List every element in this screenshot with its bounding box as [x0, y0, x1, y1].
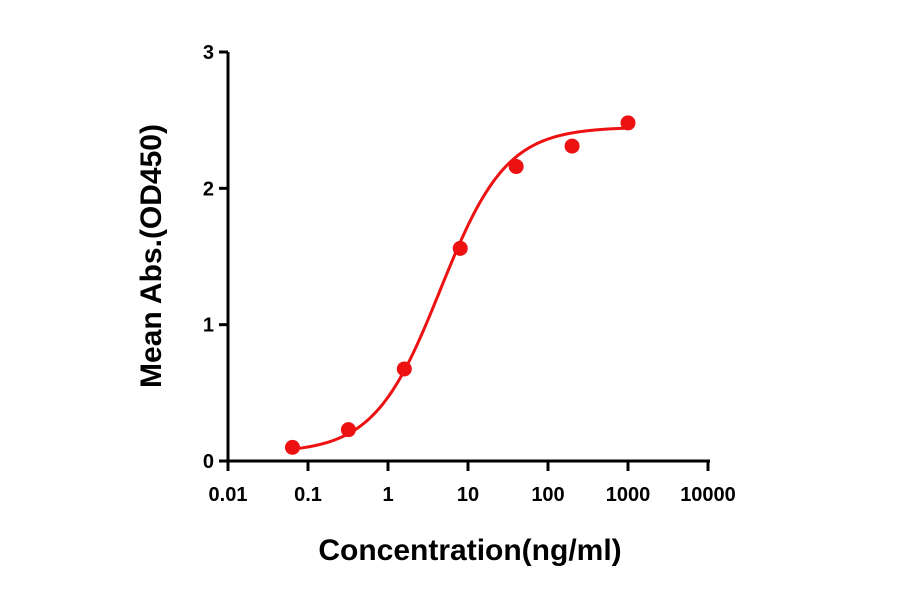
y-tick-label: 0: [203, 451, 214, 473]
x-tick-label: 100: [531, 484, 564, 506]
x-tick-label: 1000: [606, 484, 651, 506]
x-tick-label: 10: [457, 484, 479, 506]
y-tick-label: 1: [203, 315, 214, 337]
data-point: [396, 361, 412, 377]
x-axis-title: Concentration(ng/ml): [318, 534, 621, 567]
data-points: [284, 115, 636, 455]
data-point: [508, 159, 524, 175]
data-point: [340, 422, 356, 438]
data-point: [452, 240, 468, 256]
y-axis-title: Mean Abs.(OD450): [135, 124, 168, 388]
x-tick-label: 0.01: [209, 484, 248, 506]
data-point: [284, 439, 300, 455]
y-tick-label: 3: [203, 42, 214, 64]
x-tick-label: 10000: [680, 484, 736, 506]
x-axis: 0.01 0.1 1 10 100 1000 10000: [209, 459, 736, 506]
data-point: [564, 138, 580, 154]
data-point: [620, 115, 636, 131]
fit-curve: [292, 126, 629, 451]
x-tick-label: 0.1: [294, 484, 322, 506]
y-tick-label: 2: [203, 178, 214, 200]
x-tick-label: 1: [382, 484, 393, 506]
y-axis: 0 1 2 3: [203, 42, 230, 473]
